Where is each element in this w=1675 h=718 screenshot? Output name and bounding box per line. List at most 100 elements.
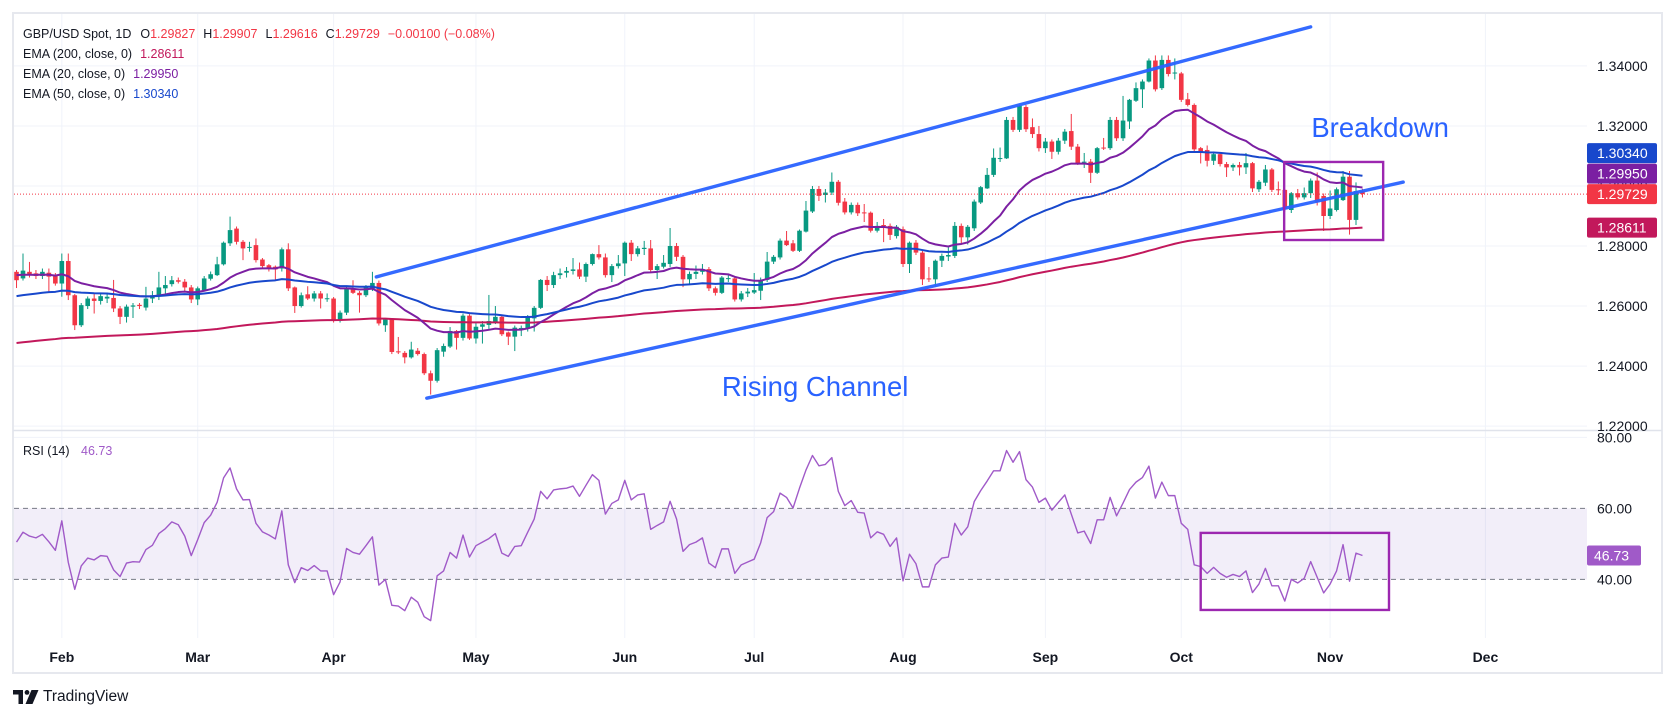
breakdown-box[interactable] [1282, 160, 1385, 242]
badge-label: 46.73 [1594, 548, 1629, 564]
candle-body [1340, 176, 1346, 201]
candle-down [881, 219, 886, 243]
candle-down [1114, 116, 1119, 141]
candle-body [1263, 169, 1268, 183]
candle-body [861, 212, 867, 214]
candle-body [1334, 189, 1339, 210]
candle-down [816, 185, 822, 201]
low-value: 1.29616 [272, 27, 318, 41]
rsi-highlight-box[interactable] [1199, 531, 1391, 612]
candle-down [784, 231, 789, 247]
candle-down [260, 258, 265, 269]
tradingview-brand-text: TradingView [43, 688, 129, 705]
candle-down [240, 240, 246, 261]
candle-down [1068, 113, 1074, 150]
ema-50-legend-value: 1.30340 [133, 87, 179, 101]
candle-body [279, 249, 285, 269]
candle-up [434, 348, 440, 383]
candle-down [920, 250, 925, 286]
candle-body [1321, 195, 1326, 216]
candle-down [234, 226, 239, 245]
close-value: 1.29729 [334, 27, 380, 41]
candle-down [713, 286, 718, 296]
candle-down [1224, 161, 1229, 177]
ema-50-legend-label[interactable]: EMA (50, close, 0) [23, 87, 126, 101]
ema-20-legend[interactable]: EMA (20, close, 0) 1.29950 [23, 64, 495, 84]
time-tick-label: Mar [185, 649, 210, 665]
rsi-legend[interactable]: RSI (14) 46.73 [23, 441, 112, 461]
symbol-title[interactable]: GBP/USD Spot, 1D [23, 27, 132, 41]
high-item: H1.29907 [203, 24, 257, 44]
candle-down [117, 306, 123, 325]
channel-lower-line[interactable] [425, 180, 1405, 400]
candle-up [85, 296, 90, 310]
candle-up [227, 216, 233, 247]
candle-down [1191, 103, 1197, 153]
candle-up [1230, 163, 1236, 171]
ema-200-legend[interactable]: EMA (200, close, 0) 1.28611 [23, 44, 495, 64]
low-item: L1.29616 [266, 24, 318, 44]
candle-up [98, 294, 103, 305]
candle-body [1211, 154, 1216, 161]
candle-body [1133, 88, 1139, 101]
candle-body [1217, 154, 1223, 165]
candle-body [1301, 193, 1307, 198]
breakdown-label[interactable]: Breakdown [1311, 112, 1449, 143]
candle-down [182, 279, 188, 292]
time-tick-label: Dec [1473, 649, 1499, 665]
candle-up [1288, 191, 1294, 213]
rsi-legend-value: 46.73 [81, 444, 113, 458]
candle-up [486, 294, 492, 331]
candle-body [53, 276, 58, 284]
time-tick-label: May [462, 649, 489, 665]
time-tick-label: Jul [744, 649, 764, 665]
candle-body [1068, 131, 1074, 147]
candle-up [1308, 178, 1313, 198]
candle-up [1062, 128, 1068, 144]
candle-up [20, 253, 26, 281]
ema-50-legend[interactable]: EMA (50, close, 0) 1.30340 [23, 84, 495, 104]
rsi-band [14, 507, 1587, 580]
ema-20-legend-value: 1.29950 [133, 67, 179, 81]
rsi-axis[interactable]: 80.00 60.00 40.00 [1597, 429, 1632, 587]
candle-body [175, 280, 181, 282]
channel-upper-line[interactable] [374, 25, 1313, 279]
candle-body [1172, 72, 1178, 74]
close-label: C [325, 27, 335, 41]
candle-up [298, 292, 304, 308]
candle-body [383, 319, 388, 326]
candle-body [14, 271, 19, 281]
candle-up [169, 276, 175, 287]
candle-down [1023, 104, 1029, 132]
candle-up [1140, 79, 1145, 108]
candle-up [143, 286, 149, 311]
candle-down [1250, 161, 1255, 192]
candle-body [732, 278, 738, 300]
candle-down [1276, 181, 1281, 195]
candle-up [408, 341, 414, 359]
ema-20-legend-label[interactable]: EMA (20, close, 0) [23, 67, 126, 81]
time-axis[interactable]: Feb Mar Apr May Jun Jul Aug Sep Oct Nov Dec [49, 649, 1498, 665]
candle-down [1347, 170, 1352, 235]
candle-body [124, 306, 129, 317]
candle-down [389, 318, 395, 355]
price-change: −0.00100 (−0.08%) [387, 27, 495, 41]
candle-up [933, 259, 938, 287]
symbol-legend-row[interactable]: GBP/USD Spot, 1D O1.29827 H1.29907 L1.29… [23, 24, 495, 44]
candle-down [603, 253, 608, 278]
candle-body [318, 293, 323, 299]
rsi-legend-label[interactable]: RSI (14) [23, 444, 70, 458]
candle-body [201, 278, 207, 291]
rsi-line [15, 449, 1363, 622]
candle-up [1334, 187, 1339, 212]
candle-up [590, 253, 595, 266]
ema-200-legend-label[interactable]: EMA (200, close, 0) [23, 47, 133, 61]
candle-body [1308, 180, 1313, 194]
candle-body [965, 226, 971, 238]
candle-up [324, 293, 330, 302]
price-axis[interactable]: 1.340001.320001.300001.280001.260001.240… [1597, 58, 1648, 434]
rising-channel-label[interactable]: Rising Channel [722, 371, 909, 402]
candle-body [1269, 169, 1275, 190]
tradingview-branding[interactable]: TradingView [13, 687, 128, 707]
